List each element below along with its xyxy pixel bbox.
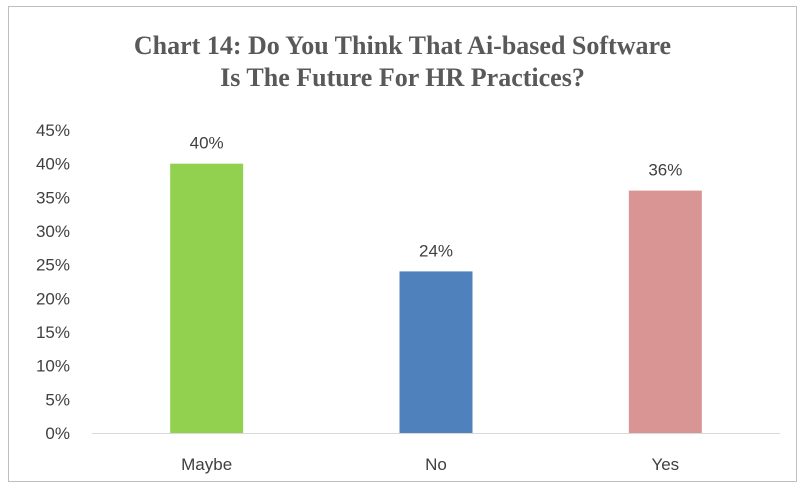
y-tick-label: 5%: [45, 390, 70, 409]
y-tick-label: 35%: [36, 188, 70, 207]
y-tick-label: 0%: [45, 424, 70, 443]
x-category-label: Yes: [651, 455, 679, 474]
y-tick-label: 10%: [36, 357, 70, 376]
y-tick-label: 45%: [36, 121, 70, 140]
data-label-no: 24%: [419, 241, 453, 260]
bar-maybe: [170, 163, 244, 433]
y-tick-label: 40%: [36, 155, 70, 174]
x-category-label: No: [425, 455, 447, 474]
chart-title-line-1: Chart 14: Do You Think That Ai-based Sof…: [133, 31, 672, 60]
data-label-yes: 36%: [648, 161, 682, 180]
bar-yes: [628, 190, 702, 433]
chart-title: Chart 14: Do You Think That Ai-based Sof…: [0, 30, 805, 94]
bar-no: [399, 271, 473, 433]
chart-title-line-2: Is The Future For HR Practices?: [220, 63, 585, 92]
y-tick-label: 25%: [36, 256, 70, 275]
y-tick-label: 15%: [36, 323, 70, 342]
y-tick-label: 20%: [36, 289, 70, 308]
y-tick-label: 30%: [36, 222, 70, 241]
data-label-maybe: 40%: [190, 134, 224, 153]
x-category-label: Maybe: [181, 455, 232, 474]
